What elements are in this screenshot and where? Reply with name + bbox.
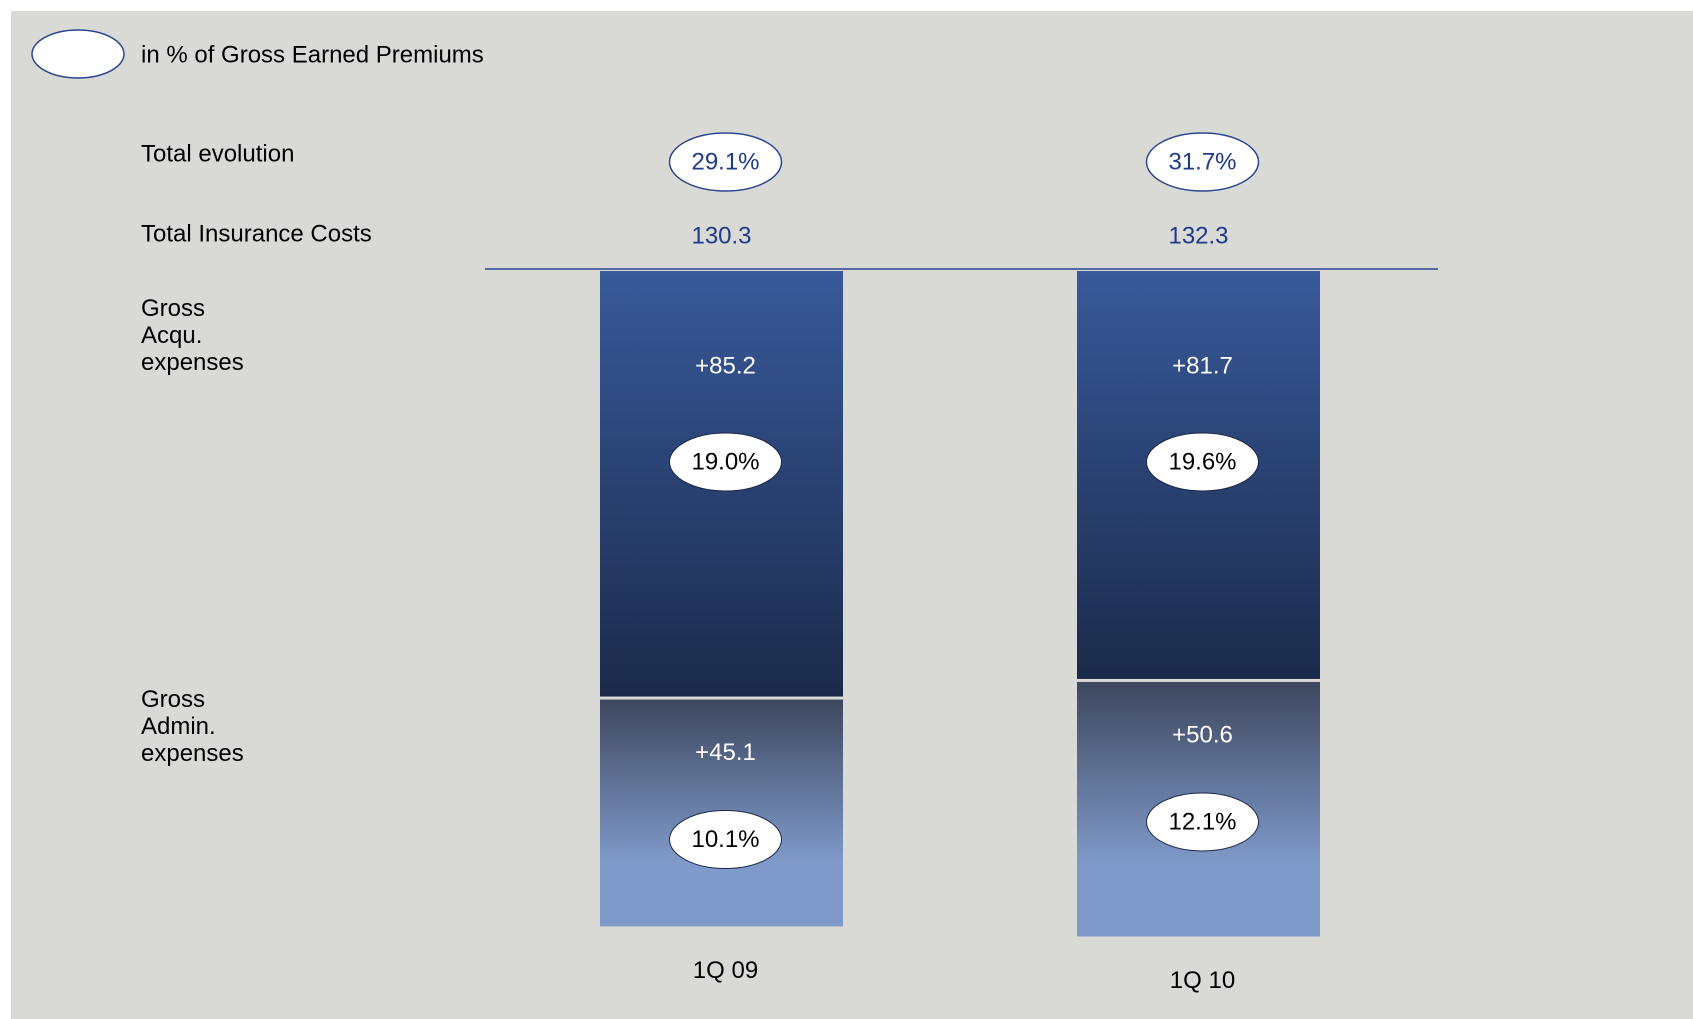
evolution-ellipse [1145,132,1260,192]
value-label: +50.6 [1172,721,1233,748]
background [11,11,1693,1019]
series-name: Gross Acqu. expenses [141,295,244,376]
legend-text: in % of Gross Earned Premiums [141,41,484,68]
value-label: +45.1 [695,739,756,766]
evolution-ellipse [668,132,783,192]
value-label: +81.7 [1172,352,1233,379]
percent-label: 19.0% [691,448,759,475]
percent-ellipse [669,432,782,492]
percent-ellipse [1146,432,1259,492]
evolution-label: 31.7% [1168,148,1236,175]
series-name: Gross Admin. expenses [141,686,244,767]
percent-label: 12.1% [1168,808,1236,835]
evolution-label: 29.1% [691,148,759,175]
category-label: 1Q 09 [693,957,758,984]
percent-label: 10.1% [691,826,759,853]
row-label: Total evolution [141,140,294,167]
total-label: 132.3 [1168,222,1228,249]
percent-ellipse [1146,792,1259,852]
legend-symbol [31,29,125,79]
row-label: Total Insurance Costs [141,220,372,247]
percent-label: 19.6% [1168,448,1236,475]
total-label: 130.3 [691,222,751,249]
value-label: +85.2 [695,352,756,379]
percent-ellipse [669,810,782,870]
category-label: 1Q 10 [1170,967,1235,994]
